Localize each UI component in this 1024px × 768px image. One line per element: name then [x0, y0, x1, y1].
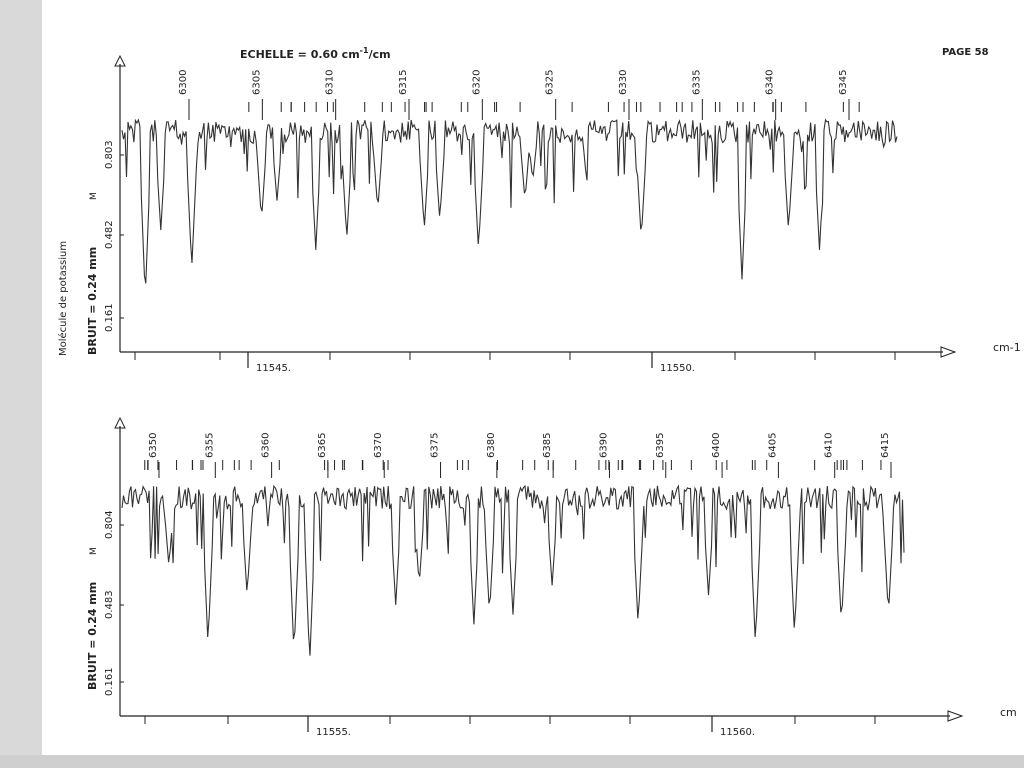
bottom-strip	[0, 755, 1024, 768]
x-tick-label: 11555.	[316, 727, 351, 738]
line-assignment-label: 6350	[148, 433, 159, 458]
line-assignment-label: 6385	[542, 433, 553, 458]
x-tick-label: 11545.	[256, 363, 291, 374]
top-spectrum-chart: 0.161 0.482 0.803 11545. 11550. 6300 6305 6310 6…	[104, 54, 957, 374]
y-tick-label: 0.483	[104, 590, 115, 619]
molecule-label: Molécule de potassium	[57, 241, 69, 356]
line-assignment-label: 6355	[204, 433, 215, 458]
x-tick-label: 11560.	[720, 727, 755, 738]
line-assignment-label: 6300	[178, 70, 189, 95]
y-axis-arrow	[114, 54, 126, 67]
line-assignment-label: 6410	[824, 433, 835, 458]
y-axis-arrow	[114, 416, 126, 429]
line-assignment-label: 6365	[317, 433, 328, 458]
y-tick-label: 0.161	[104, 303, 115, 332]
top-ylabel: BRUIT = 0.24 mm	[86, 247, 99, 355]
line-assignment-label: 6345	[838, 70, 849, 95]
line-assignment-label: 6310	[325, 70, 336, 95]
scale-label: ECHELLE = 0.60 cm-1/cm	[240, 46, 391, 61]
line-assignment-label: 6390	[598, 433, 609, 458]
top-y-unit-mark: M	[89, 192, 99, 200]
y-tick-label: 0.803	[104, 140, 115, 169]
x-tick-label: 11550.	[660, 363, 695, 374]
x-axis-arrow	[947, 710, 964, 722]
bottom-spectrum-chart: 0.161 0.483 0.804 11555. 11560. 6350 6355 6360 6…	[104, 416, 964, 738]
line-assignment-label: 6315	[398, 70, 409, 95]
line-assignment-label: 6305	[251, 70, 262, 95]
bottom-ylabel: BRUIT = 0.24 mm	[86, 582, 99, 690]
line-assignment-label: 6325	[545, 70, 556, 95]
y-tick-label: 0.482	[104, 220, 115, 249]
spectrum-page	[42, 0, 1024, 755]
line-assignment-label: 6335	[691, 70, 702, 95]
spectrum-trace	[121, 118, 898, 284]
line-assignment-label: 6405	[767, 433, 778, 458]
line-assignment-label: 6375	[430, 433, 441, 458]
line-assignment-label: 6415	[880, 433, 891, 458]
bottom-y-unit-mark: M	[89, 547, 99, 555]
line-assignment-label: 6380	[486, 433, 497, 458]
top-xlabel: cm-1	[993, 341, 1021, 354]
page-number: PAGE 58	[942, 47, 989, 58]
line-assignment-label: 6340	[765, 70, 776, 95]
y-tick-label: 0.161	[104, 667, 115, 696]
y-tick-label: 0.804	[104, 510, 115, 539]
line-assignment-label: 6320	[471, 70, 482, 95]
line-assignment-label: 6395	[655, 433, 666, 458]
line-assignment-label: 6330	[618, 70, 629, 95]
line-assignment-label: 6370	[373, 433, 384, 458]
line-assignment-label: 6400	[711, 433, 722, 458]
spectrum-trace	[121, 484, 905, 656]
left-margin	[0, 0, 42, 768]
line-assignment-label: 6360	[261, 433, 272, 458]
bottom-xlabel: cm	[1000, 706, 1017, 719]
x-axis-arrow	[940, 346, 957, 358]
